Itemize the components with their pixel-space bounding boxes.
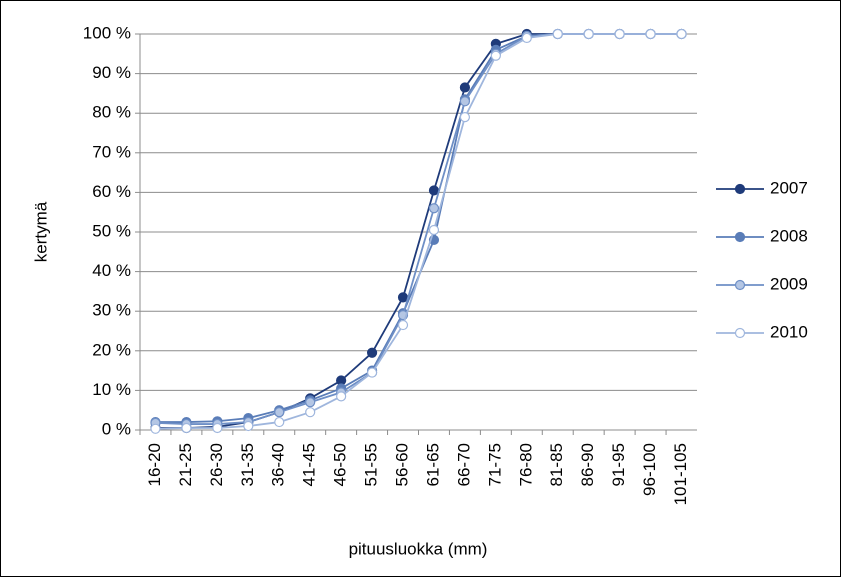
data-point bbox=[397, 292, 409, 303]
x-tick-label: 16-20 bbox=[145, 443, 164, 486]
x-tick-label: 101-105 bbox=[671, 443, 690, 505]
data-point bbox=[366, 367, 378, 378]
y-tick-label: 80 % bbox=[92, 103, 131, 122]
data-point bbox=[645, 28, 656, 40]
x-tick-label: 81-85 bbox=[547, 443, 566, 486]
data-point bbox=[336, 391, 347, 402]
legend-marker bbox=[734, 327, 746, 339]
y-tick-label: 100 % bbox=[83, 23, 131, 42]
legend-marker bbox=[734, 231, 746, 243]
data-point bbox=[150, 423, 161, 434]
y-tick-label: 60 % bbox=[92, 182, 131, 201]
y-axis-title: kertymä bbox=[31, 201, 50, 262]
legend-label: 2008 bbox=[770, 226, 808, 245]
data-point bbox=[459, 96, 471, 107]
y-tick-label: 20 % bbox=[92, 340, 131, 359]
data-point bbox=[274, 416, 285, 428]
x-axis-title: pituusluokka (mm) bbox=[349, 539, 488, 558]
x-tick-label: 86-90 bbox=[578, 443, 597, 486]
y-tick-label: 0 % bbox=[102, 419, 131, 438]
y-tick-label: 10 % bbox=[92, 380, 131, 399]
data-point bbox=[490, 50, 501, 61]
data-point bbox=[428, 224, 440, 236]
data-point bbox=[459, 112, 471, 123]
series-line bbox=[155, 33, 682, 430]
x-tick-label: 31-35 bbox=[238, 443, 257, 486]
y-tick-label: 40 % bbox=[92, 261, 131, 280]
data-point bbox=[366, 347, 378, 358]
y-tick-label: 50 % bbox=[92, 221, 131, 240]
data-point bbox=[459, 82, 471, 93]
data-point bbox=[521, 32, 532, 44]
data-point bbox=[181, 422, 192, 434]
data-point bbox=[583, 28, 594, 40]
y-tick-label: 30 % bbox=[92, 301, 131, 320]
x-tick-label: 46-50 bbox=[331, 443, 350, 486]
data-point bbox=[243, 420, 254, 432]
x-tick-label: 71-75 bbox=[485, 443, 504, 486]
legend-label: 2007 bbox=[770, 178, 808, 197]
x-tick-label: 56-60 bbox=[393, 443, 412, 486]
x-tick-label: 36-40 bbox=[269, 443, 288, 486]
data-point bbox=[676, 28, 687, 40]
data-point bbox=[552, 28, 563, 40]
data-point bbox=[397, 319, 409, 331]
data-point bbox=[274, 407, 285, 418]
y-tick-label: 90 % bbox=[92, 63, 131, 82]
data-point bbox=[305, 397, 316, 408]
data-point bbox=[614, 28, 625, 40]
legend-marker bbox=[734, 279, 746, 291]
data-point bbox=[305, 407, 316, 418]
x-tick-label: 61-65 bbox=[423, 443, 442, 486]
y-tick-label: 70 % bbox=[92, 142, 131, 161]
x-tick-label: 51-55 bbox=[362, 443, 381, 486]
x-tick-label: 91-95 bbox=[609, 443, 628, 486]
x-tick-label: 76-80 bbox=[516, 443, 535, 486]
x-tick-label: 96-100 bbox=[640, 443, 659, 496]
legend-label: 2009 bbox=[770, 274, 808, 293]
legend-marker bbox=[734, 183, 746, 195]
x-tick-label: 66-70 bbox=[454, 443, 473, 486]
legend-label: 2010 bbox=[770, 322, 808, 341]
data-point bbox=[212, 422, 223, 434]
x-tick-label: 21-25 bbox=[176, 443, 195, 486]
data-point bbox=[428, 203, 440, 214]
data-point bbox=[428, 185, 440, 196]
x-tick-label: 41-45 bbox=[300, 443, 319, 486]
x-tick-label: 26-30 bbox=[207, 443, 226, 486]
